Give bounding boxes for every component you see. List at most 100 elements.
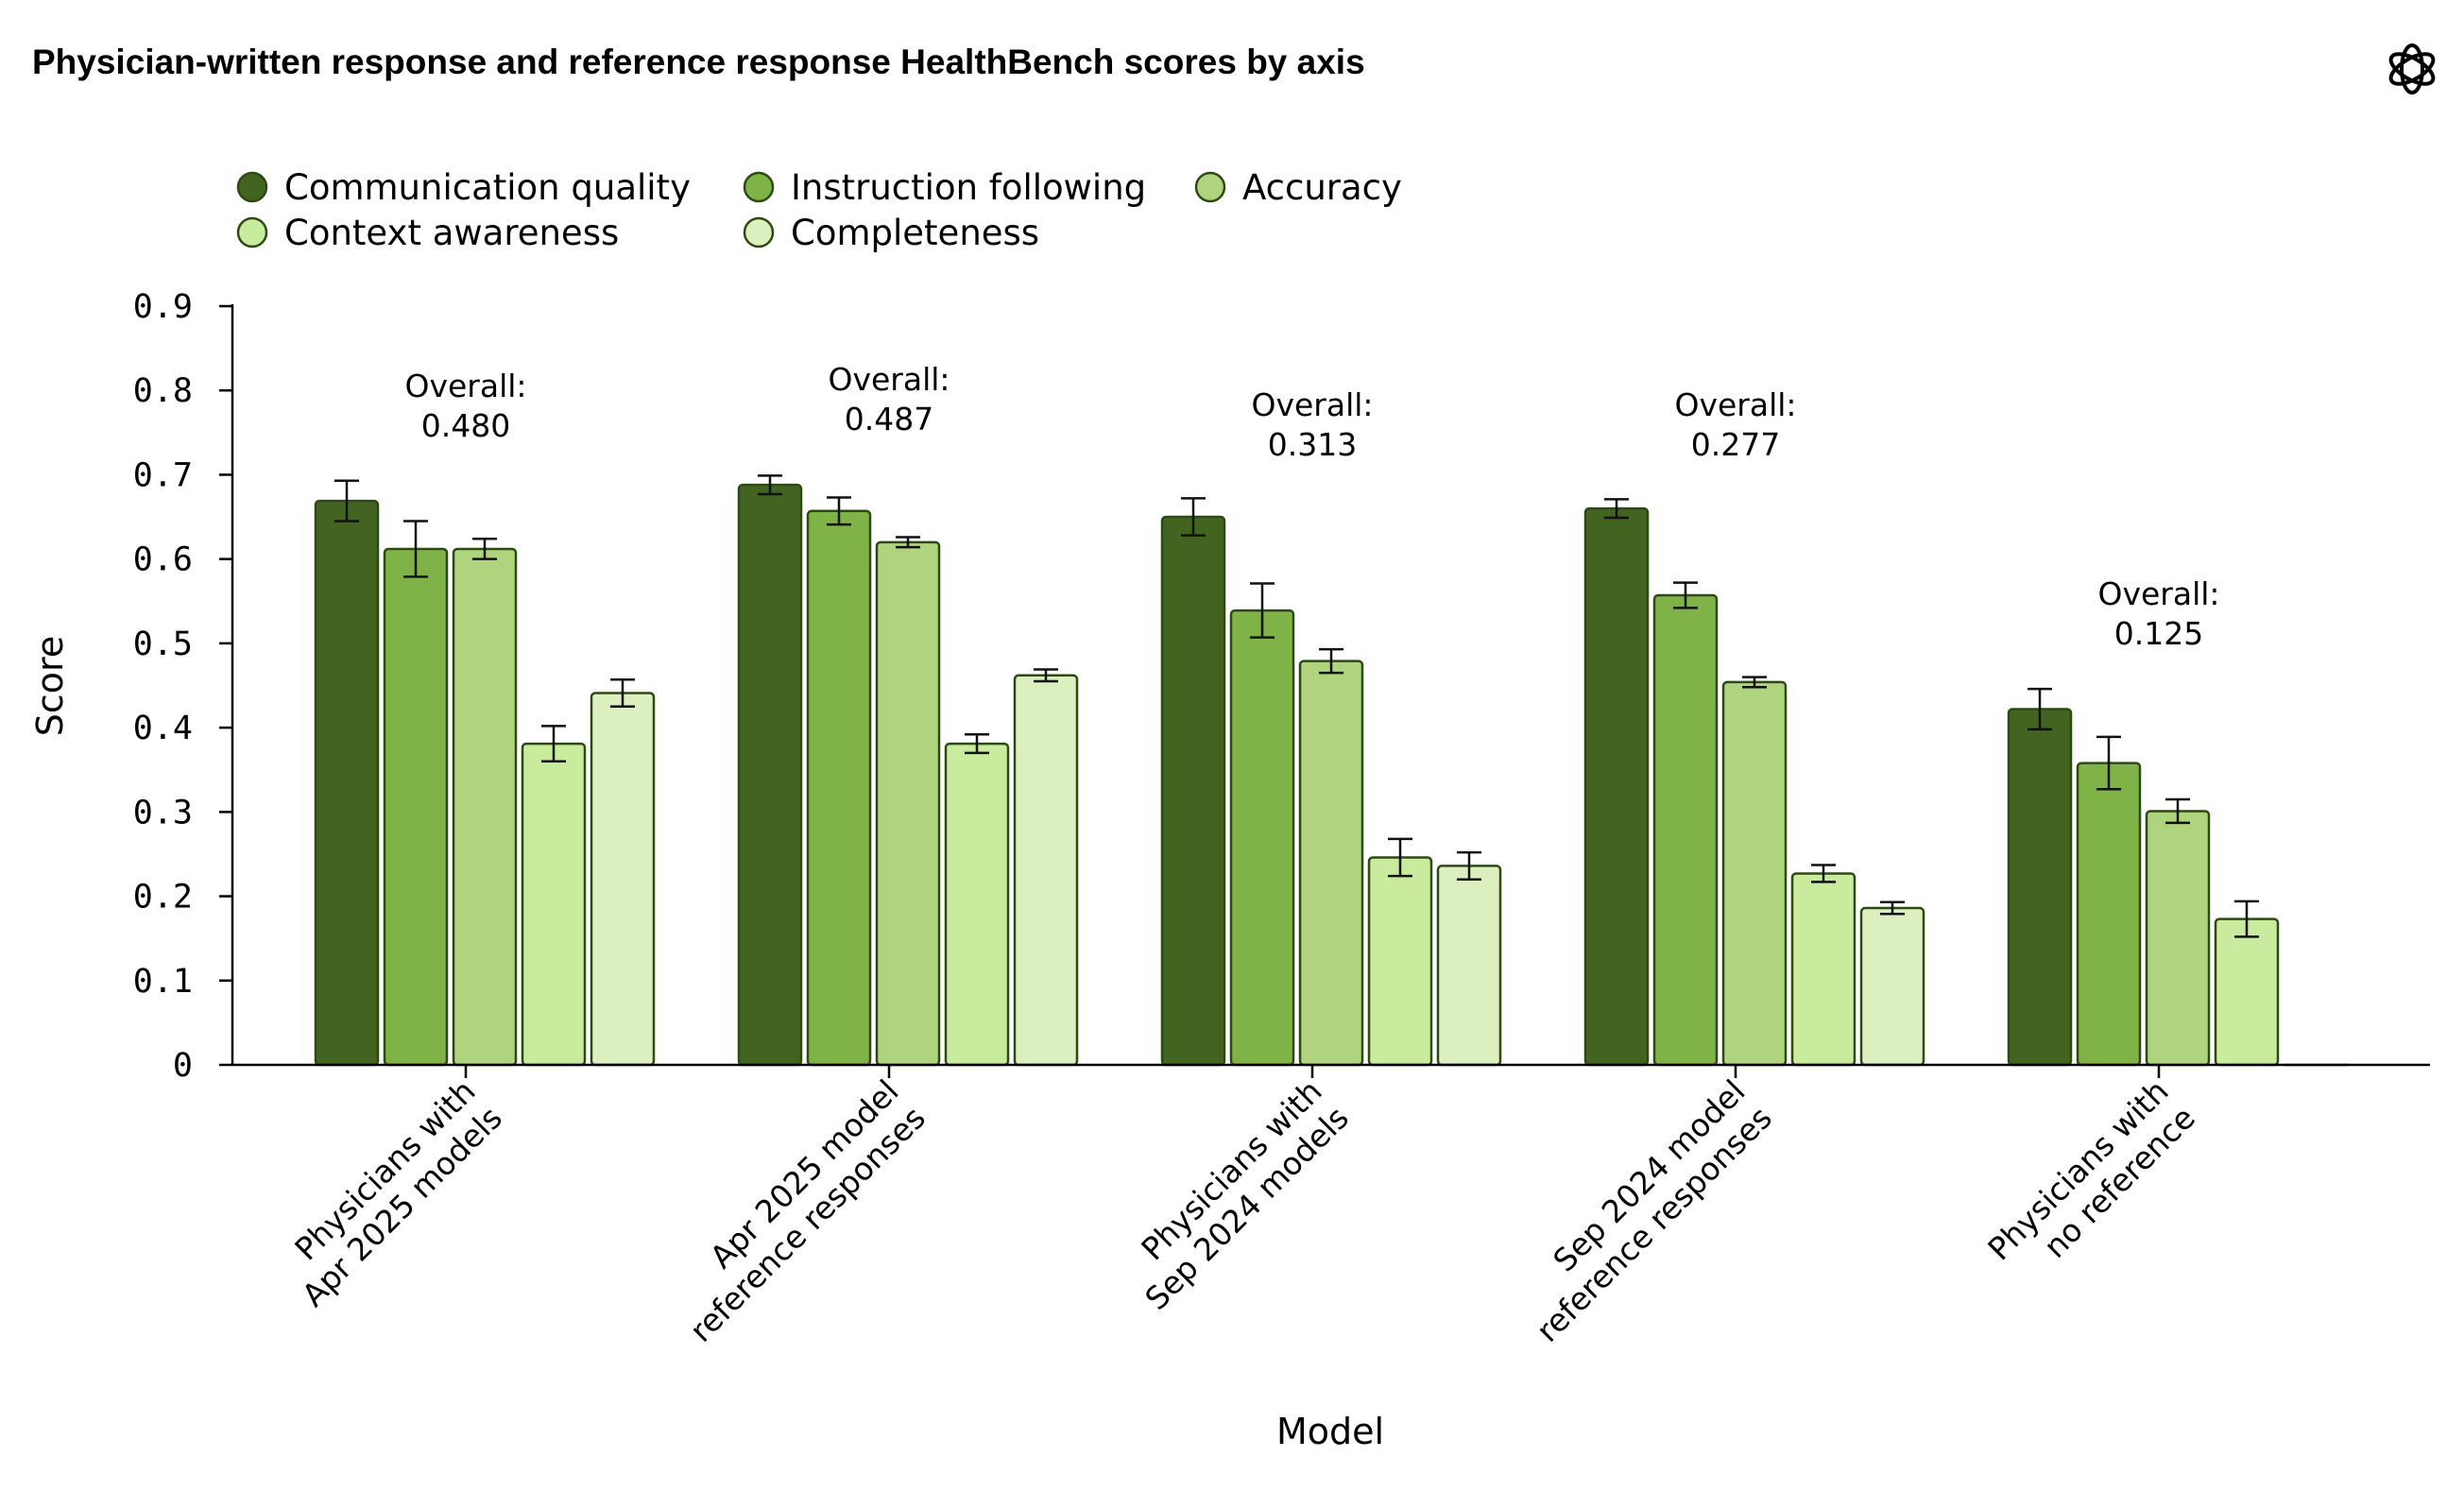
error-bar: [1250, 582, 1275, 639]
bar: [1583, 506, 1650, 1067]
y-tick-label: 0.1: [133, 963, 193, 1001]
legend-label: Instruction following: [791, 167, 1146, 208]
overall-value: 0.480: [421, 407, 510, 444]
y-tick-label: 0: [173, 1047, 193, 1085]
svg-text:Physicians withApr 2025 models: Physicians withApr 2025 models: [268, 1072, 509, 1313]
y-tick-label: 0.9: [133, 288, 193, 326]
error-bar: [472, 538, 497, 560]
legend-marker: [743, 216, 775, 248]
bar: [2076, 762, 2142, 1067]
error-bars: [334, 474, 2259, 938]
overall-value: 0.487: [845, 401, 933, 437]
svg-text:Physicians withSep 2024 models: Physicians withSep 2024 models: [1111, 1072, 1356, 1317]
legend-marker: [236, 171, 268, 203]
error-bar: [1181, 497, 1206, 537]
error-bar: [2028, 687, 2052, 731]
error-bar: [1811, 864, 1836, 883]
overall-label: Overall:: [404, 368, 526, 404]
legend: Communication quality Instruction followi…: [236, 167, 1402, 253]
bar: [1367, 856, 1433, 1067]
error-bar: [1319, 647, 1343, 675]
bar: [314, 499, 380, 1067]
x-tick-label: Apr 2025 modelreference responses: [656, 1072, 933, 1349]
error-bar: [827, 496, 851, 526]
svg-text:Physicians withno reference: Physicians withno reference: [1980, 1072, 2202, 1294]
legend-marker: [236, 216, 268, 248]
error-bar: [1388, 837, 1412, 878]
bar: [1790, 872, 1857, 1067]
y-axis: 0 0.1 0.2 0.3 0.4 0.5 0.6 0.7 0.8 0.9: [133, 288, 234, 1085]
error-bar: [541, 725, 566, 763]
x-tick-label: Sep 2024 modelreference responses: [1529, 1072, 1779, 1349]
x-axis: Physicians withApr 2025 models Apr 2025 m…: [232, 1063, 2430, 1349]
legend-label: Accuracy: [1242, 167, 1402, 208]
bars: [314, 483, 2349, 1067]
bar: [737, 483, 803, 1067]
svg-text:Apr 2025 modelreference respon: Apr 2025 modelreference responses: [656, 1072, 933, 1349]
bar: [2007, 708, 2073, 1067]
bar: [2145, 810, 2211, 1067]
bar: [521, 742, 587, 1067]
y-tick-label: 0.5: [133, 626, 193, 663]
bar: [1229, 608, 1295, 1067]
x-tick-label: Physicians withSep 2024 models: [1111, 1072, 1356, 1317]
y-axis-label: Score: [29, 636, 71, 736]
legend-label: Context awareness: [284, 213, 619, 253]
error-bar: [1604, 498, 1629, 520]
overall-value: 0.277: [1691, 426, 1780, 463]
y-tick-label: 0.6: [133, 541, 193, 579]
error-bar: [2096, 735, 2121, 791]
bar: [1298, 660, 1364, 1067]
y-tick-label: 0.4: [133, 710, 193, 747]
bar: [944, 742, 1010, 1067]
error-bar: [1742, 676, 1767, 689]
overall-label: Overall:: [828, 361, 950, 398]
legend-label: Completeness: [791, 213, 1039, 253]
error-bar: [965, 732, 989, 755]
x-tick-label: Physicians withApr 2025 models: [268, 1072, 509, 1313]
openai-logo-icon: [2388, 43, 2436, 94]
bar: [806, 509, 872, 1067]
y-tick-label: 0.7: [133, 456, 193, 494]
error-bar: [1880, 900, 1905, 916]
x-tick-label: Physicians withno reference: [1980, 1072, 2202, 1294]
legend-marker: [1194, 171, 1226, 203]
bar: [1160, 515, 1226, 1067]
bar: [590, 692, 656, 1067]
legend-marker: [743, 171, 775, 203]
chart-title: Physician-written response and reference…: [32, 43, 1365, 81]
bar: [452, 547, 518, 1067]
error-bar: [896, 536, 920, 549]
error-bar: [758, 474, 782, 496]
bar: [1013, 674, 1079, 1067]
bar: [383, 547, 449, 1067]
x-axis-label: Model: [1276, 1411, 1384, 1452]
error-bar: [1673, 581, 1698, 609]
error-bar: [1034, 668, 1058, 683]
error-bar: [1457, 850, 1481, 881]
overall-label: Overall:: [1674, 386, 1796, 423]
error-bar: [2165, 797, 2190, 825]
y-tick-label: 0.2: [133, 879, 193, 917]
x-tick-label-line: reference responses: [682, 1099, 933, 1349]
error-bar: [403, 520, 428, 578]
overall-value: 0.313: [1268, 426, 1357, 463]
bar: [1859, 906, 1925, 1067]
overall-label: Overall:: [2097, 575, 2219, 612]
bar: [1436, 865, 1502, 1067]
error-bar: [334, 479, 359, 523]
y-tick-label: 0.8: [133, 372, 193, 410]
error-bar: [610, 678, 635, 709]
bar: [1721, 680, 1788, 1067]
overall-value: 0.125: [2114, 615, 2203, 652]
x-tick-label-line: reference responses: [1529, 1099, 1779, 1349]
bar: [2214, 917, 2280, 1067]
y-tick-label: 0.3: [133, 794, 193, 831]
bar: [1652, 593, 1719, 1067]
overall-label: Overall:: [1251, 386, 1373, 423]
error-bar: [2234, 900, 2259, 938]
legend-label: Communication quality: [284, 167, 691, 208]
bar: [875, 540, 941, 1067]
